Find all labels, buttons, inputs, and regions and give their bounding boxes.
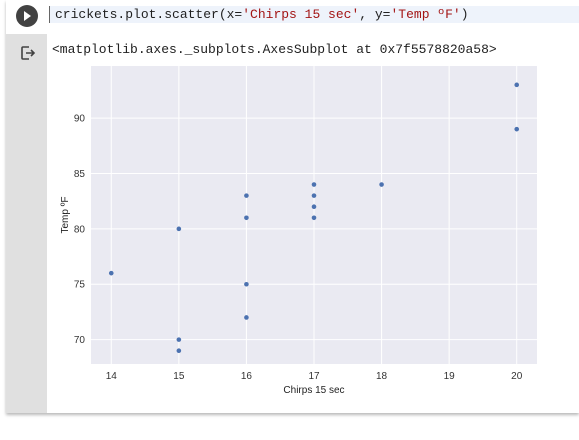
x-tick-label: 14: [106, 371, 118, 382]
scatter-point: [311, 204, 317, 209]
x-tick-label: 20: [511, 371, 523, 382]
code-prefix: crickets.plot.scatter(x=: [55, 7, 243, 22]
scatter-point: [244, 315, 249, 320]
y-tick-label: 90: [74, 114, 86, 125]
code-y-argument: 'Temp ºF': [390, 7, 461, 22]
scatter-point: [514, 126, 520, 132]
x-tick-label: 19: [444, 371, 456, 382]
run-cell-button[interactable]: [16, 5, 38, 27]
text-cursor: [49, 6, 50, 23]
grid-lines-y: [91, 117, 537, 341]
scatter-point: [176, 337, 182, 342]
scatter-point: [514, 82, 520, 88]
y-tick-label: 70: [74, 335, 86, 346]
output-repr-text: <matplotlib.axes._subplots.AxesSubplot a…: [52, 42, 497, 57]
code-editor[interactable]: crickets.plot.scatter(x='Chirps 15 sec',…: [49, 6, 579, 23]
cell-output: <matplotlib.axes._subplots.AxesSubplot a…: [47, 34, 579, 413]
y-tick-label: 80: [74, 224, 86, 235]
x-tick-labels: 14 15 16 17 18 19 20: [106, 371, 523, 382]
play-icon: [24, 11, 31, 21]
scatter-point: [311, 182, 317, 187]
x-tick-label: 15: [173, 371, 185, 382]
output-gutter: [6, 34, 47, 413]
scatter-point: [244, 193, 249, 198]
x-tick-label: 18: [376, 371, 388, 382]
scatter-point: [176, 348, 182, 354]
y-axis-label: Temp ºF: [60, 197, 71, 234]
x-tick-label: 17: [308, 371, 320, 382]
scatter-point: [311, 193, 317, 198]
scatter-points: [108, 82, 520, 354]
output-arrow-icon[interactable]: [20, 45, 36, 61]
scatter-point: [379, 182, 384, 187]
y-tick-label: 85: [74, 169, 86, 180]
grid-lines-x: [110, 66, 518, 364]
y-tick-labels: 70 75 80 85 90: [74, 114, 86, 347]
x-axis-label: Chirps 15 sec: [283, 385, 344, 396]
code-row: crickets.plot.scatter(x='Chirps 15 sec',…: [6, 0, 579, 34]
scatter-point: [108, 270, 114, 276]
scatter-point: [311, 215, 317, 221]
scatter-point: [176, 226, 182, 232]
notebook-cell: crickets.plot.scatter(x='Chirps 15 sec',…: [6, 0, 579, 413]
x-tick-label: 16: [241, 371, 253, 382]
scatter-point: [244, 281, 249, 287]
y-tick-label: 75: [74, 280, 86, 291]
code-x-argument: 'Chirps 15 sec': [242, 7, 360, 22]
scatter-point: [244, 215, 249, 221]
code-suffix: ): [460, 7, 469, 22]
code-middle: , y=: [359, 7, 391, 22]
